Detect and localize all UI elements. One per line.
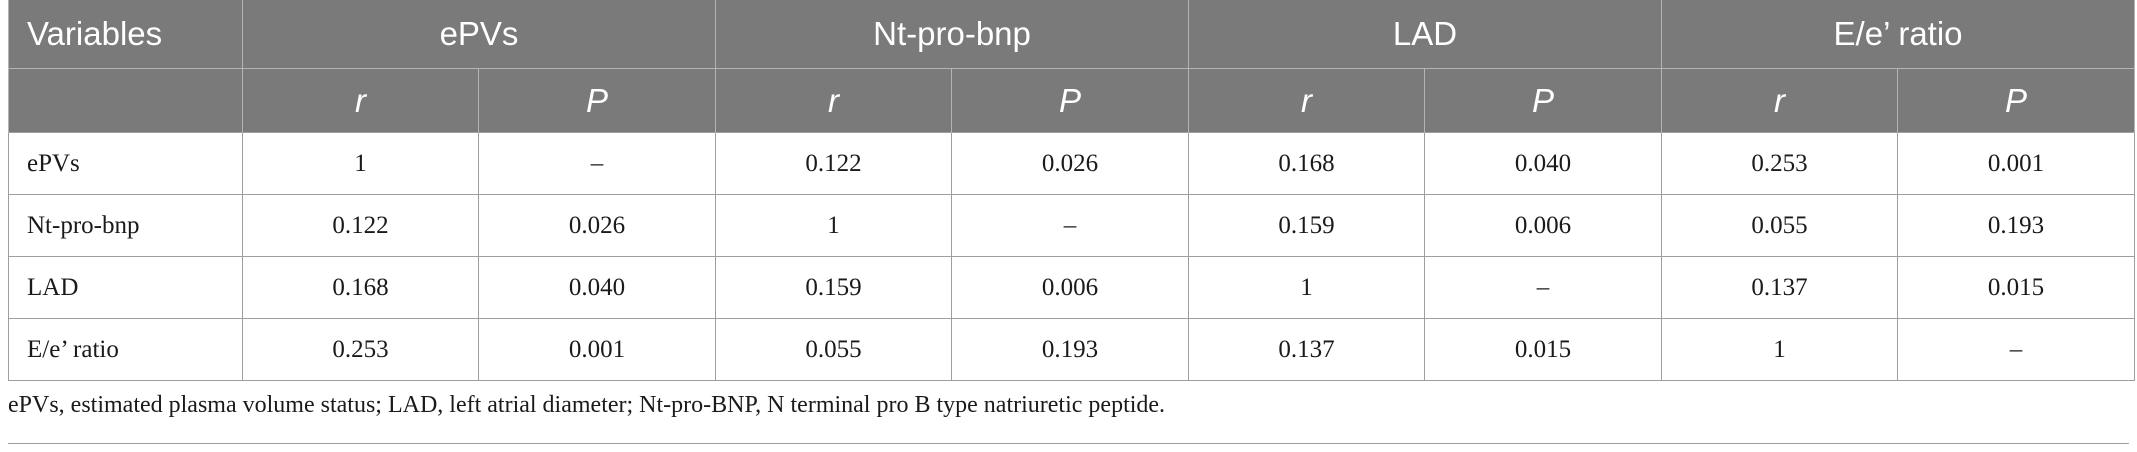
table-cell: 0.040 [1424,132,1663,195]
table-cell: 0.137 [1188,318,1426,381]
table-cell: 0.137 [1661,256,1899,319]
header-p: P [1897,68,2136,133]
table-cell: 1 [1661,318,1899,381]
table-cell: – [1424,256,1663,319]
row-label: LAD [8,256,243,319]
header-r: r [1661,68,1899,133]
table-cell: 0.006 [950,256,1190,319]
header-p: P [950,68,1190,133]
header-group-lad: LAD [1188,0,1663,69]
header-group-epvs: ePVs [242,0,716,69]
table-cell: 0.122 [242,194,479,257]
table-cell: 0.193 [950,318,1190,381]
table-cell: – [478,132,716,195]
table-cell: 1 [1188,256,1426,319]
header-row-stats: r P r P r P r P [8,68,2136,133]
table-row: E/e’ ratio 0.253 0.001 0.055 0.193 0.137… [8,318,2136,381]
table-row: LAD 0.168 0.040 0.159 0.006 1 – 0.137 0.… [8,256,2136,319]
table-cell: 0.193 [1897,194,2136,257]
footnote-divider [8,443,2129,444]
table-cell: 0.159 [1188,194,1426,257]
header-variables: Variables [8,0,243,69]
table-cell: 1 [715,194,952,257]
correlation-table: Variables ePVs Nt-pro-bnp LAD E/e’ ratio… [8,0,2136,381]
row-label: Nt-pro-bnp [8,194,243,257]
header-r: r [1188,68,1426,133]
table-cell: 0.015 [1424,318,1663,381]
table-cell: 0.001 [478,318,716,381]
row-label: ePVs [8,132,243,195]
table-footnote: ePVs, estimated plasma volume status; LA… [8,392,1166,418]
table-row: Nt-pro-bnp 0.122 0.026 1 – 0.159 0.006 0… [8,194,2136,257]
row-label: E/e’ ratio [8,318,243,381]
header-r: r [242,68,479,133]
table-cell: 0.253 [242,318,479,381]
header-p: P [1424,68,1663,133]
table-cell: 0.253 [1661,132,1899,195]
table-cell: 1 [242,132,479,195]
table-cell: 0.055 [715,318,952,381]
header-p: P [478,68,716,133]
table-cell: 0.168 [242,256,479,319]
header-row-groups: Variables ePVs Nt-pro-bnp LAD E/e’ ratio [8,0,2136,69]
table-cell: 0.006 [1424,194,1663,257]
table-cell: 0.040 [478,256,716,319]
table-cell: 0.001 [1897,132,2136,195]
table-cell: 0.122 [715,132,952,195]
header-group-ee-ratio: E/e’ ratio [1661,0,2136,69]
table-row: ePVs 1 – 0.122 0.026 0.168 0.040 0.253 0… [8,132,2136,195]
table-cell: – [1897,318,2136,381]
table-cell: 0.055 [1661,194,1899,257]
header-empty-cell [8,68,243,133]
header-r: r [715,68,952,133]
table-cell: 0.168 [1188,132,1426,195]
table-cell: – [950,194,1190,257]
header-group-nt-pro-bnp: Nt-pro-bnp [714,0,1190,69]
table-cell: 0.026 [478,194,716,257]
table-cell: 0.026 [950,132,1190,195]
table-cell: 0.015 [1897,256,2136,319]
table-cell: 0.159 [715,256,952,319]
